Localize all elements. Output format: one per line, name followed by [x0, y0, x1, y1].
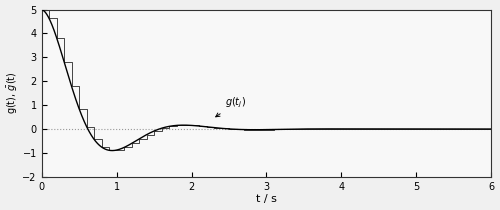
Y-axis label: g(t), $\bar{g}$(t): g(t), $\bar{g}$(t): [6, 72, 20, 114]
X-axis label: t / s: t / s: [256, 194, 277, 205]
Text: $g(t_j)$: $g(t_j)$: [216, 96, 246, 117]
